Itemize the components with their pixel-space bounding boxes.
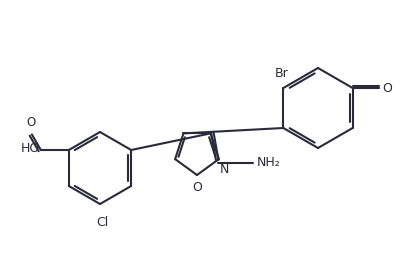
Text: Br: Br: [274, 67, 288, 80]
Text: O: O: [192, 181, 202, 194]
Text: NH₂: NH₂: [256, 156, 280, 169]
Text: O: O: [26, 116, 35, 130]
Text: N: N: [219, 163, 229, 176]
Text: Cl: Cl: [96, 216, 108, 229]
Text: O: O: [383, 81, 392, 95]
Text: HO: HO: [21, 142, 40, 155]
